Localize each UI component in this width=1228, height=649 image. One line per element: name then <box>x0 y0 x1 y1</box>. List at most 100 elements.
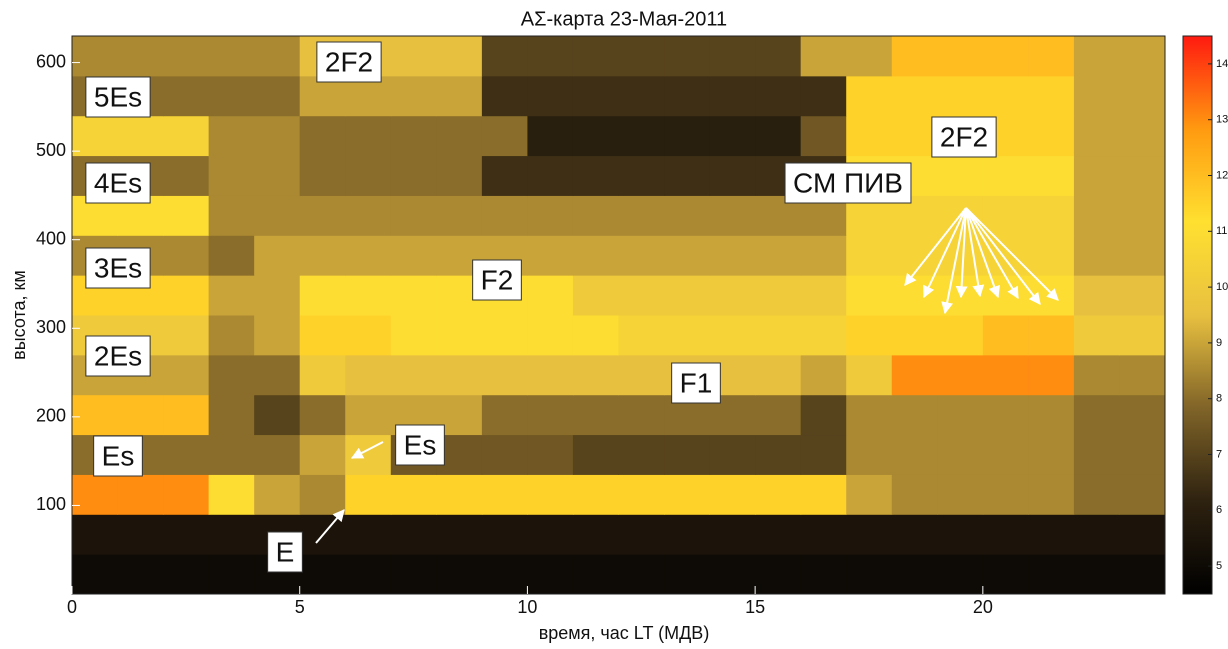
heat-cell <box>618 235 665 276</box>
heat-cell <box>800 235 847 276</box>
heat-cell <box>891 474 938 515</box>
annotation-text: Es <box>404 429 437 460</box>
heat-cell <box>1028 275 1075 316</box>
colorbar-tick-label: 6 <box>1216 504 1222 516</box>
heat-cell <box>117 394 164 436</box>
heat-cell <box>390 75 437 117</box>
annotation-box <box>85 247 151 289</box>
heat-cell <box>982 195 1029 236</box>
annotation-box <box>267 531 303 573</box>
heat-cell <box>1119 195 1166 236</box>
heat-cell <box>891 354 938 396</box>
heat-cell <box>208 434 255 475</box>
colorbar-tick-label: 12 <box>1216 169 1228 181</box>
heat-cell <box>572 554 619 595</box>
heat-cell <box>390 195 437 236</box>
heat-cell <box>891 235 938 276</box>
heat-cell <box>208 354 255 396</box>
heat-cell <box>800 514 847 555</box>
heat-cell <box>299 235 346 276</box>
heat-cell <box>618 155 665 196</box>
heat-cell <box>709 155 756 196</box>
heat-cell <box>208 36 255 77</box>
annotation-text: 3Es <box>94 252 142 283</box>
heat-cell <box>436 195 483 236</box>
heat-cell <box>709 75 756 117</box>
heat-cell <box>163 195 210 236</box>
heat-cell <box>1028 315 1075 356</box>
heat-cell <box>709 554 756 595</box>
heat-cell <box>254 155 301 196</box>
heat-cell <box>1028 115 1075 157</box>
heat-cell <box>345 354 392 396</box>
colorbar-tick-label: 13 <box>1216 114 1228 126</box>
heat-cell <box>891 434 938 475</box>
colorbar-tick-label: 5 <box>1216 560 1222 572</box>
heat-cell <box>1028 235 1075 276</box>
heat-cell <box>664 275 711 316</box>
heat-cell <box>481 434 528 475</box>
annotation-box <box>85 335 151 377</box>
heat-cell <box>1028 474 1075 515</box>
heat-cell <box>937 36 984 77</box>
heat-cell <box>1073 235 1120 276</box>
heat-cell <box>527 434 574 475</box>
heat-cell <box>755 275 802 316</box>
y-tick-label: 100 <box>36 494 66 514</box>
heat-cell <box>982 315 1029 356</box>
x-tick-label: 20 <box>973 597 993 617</box>
heat-cell <box>846 554 893 595</box>
heat-cell <box>254 315 301 356</box>
heat-cell <box>891 315 938 356</box>
heat-cell <box>436 75 483 117</box>
heat-cell <box>846 315 893 356</box>
heat-cell <box>1028 434 1075 475</box>
annotation-box <box>85 162 151 204</box>
heat-cell <box>163 315 210 356</box>
heat-cell <box>299 155 346 196</box>
heat-cell <box>572 155 619 196</box>
arrow <box>965 207 985 298</box>
heat-cell <box>163 434 210 475</box>
heat-cell <box>1028 394 1075 436</box>
heat-cell <box>1073 354 1120 396</box>
heat-cell <box>436 554 483 595</box>
colorbar-tick-label: 8 <box>1216 393 1222 405</box>
heat-cell <box>345 394 392 436</box>
heat-cell <box>527 514 574 555</box>
annotation: СМ ПИВ <box>784 162 912 204</box>
heat-cell <box>755 75 802 117</box>
heat-cell <box>800 275 847 316</box>
annotation: Es <box>395 424 445 466</box>
x-tick-label: 10 <box>517 597 537 617</box>
heat-cell <box>299 394 346 436</box>
heat-cell <box>1073 75 1120 117</box>
heat-cell <box>755 315 802 356</box>
heat-cell <box>937 474 984 515</box>
heat-cell <box>618 115 665 157</box>
heat-cell <box>208 195 255 236</box>
y-tick-label: 400 <box>36 228 66 248</box>
heat-cell <box>891 36 938 77</box>
heat-cell <box>846 474 893 515</box>
heat-cell <box>481 315 528 356</box>
heat-cell <box>1119 235 1166 276</box>
heat-cell <box>891 115 938 157</box>
heat-cell <box>163 75 210 117</box>
heat-cell <box>800 474 847 515</box>
heat-cell <box>1073 434 1120 475</box>
x-tick-label: 15 <box>745 597 765 617</box>
heat-cell <box>527 36 574 77</box>
heat-cell <box>390 315 437 356</box>
heat-cell <box>481 75 528 117</box>
heat-cell <box>709 514 756 555</box>
heat-cell <box>755 394 802 436</box>
heat-cell <box>345 115 392 157</box>
heat-cell <box>664 315 711 356</box>
annotation-box <box>472 259 522 301</box>
heat-cell <box>117 474 164 515</box>
annotation: Es <box>93 435 143 477</box>
x-axis-label: время, час LT (МДВ) <box>539 623 710 643</box>
heat-cell <box>254 235 301 276</box>
heat-cell <box>572 434 619 475</box>
